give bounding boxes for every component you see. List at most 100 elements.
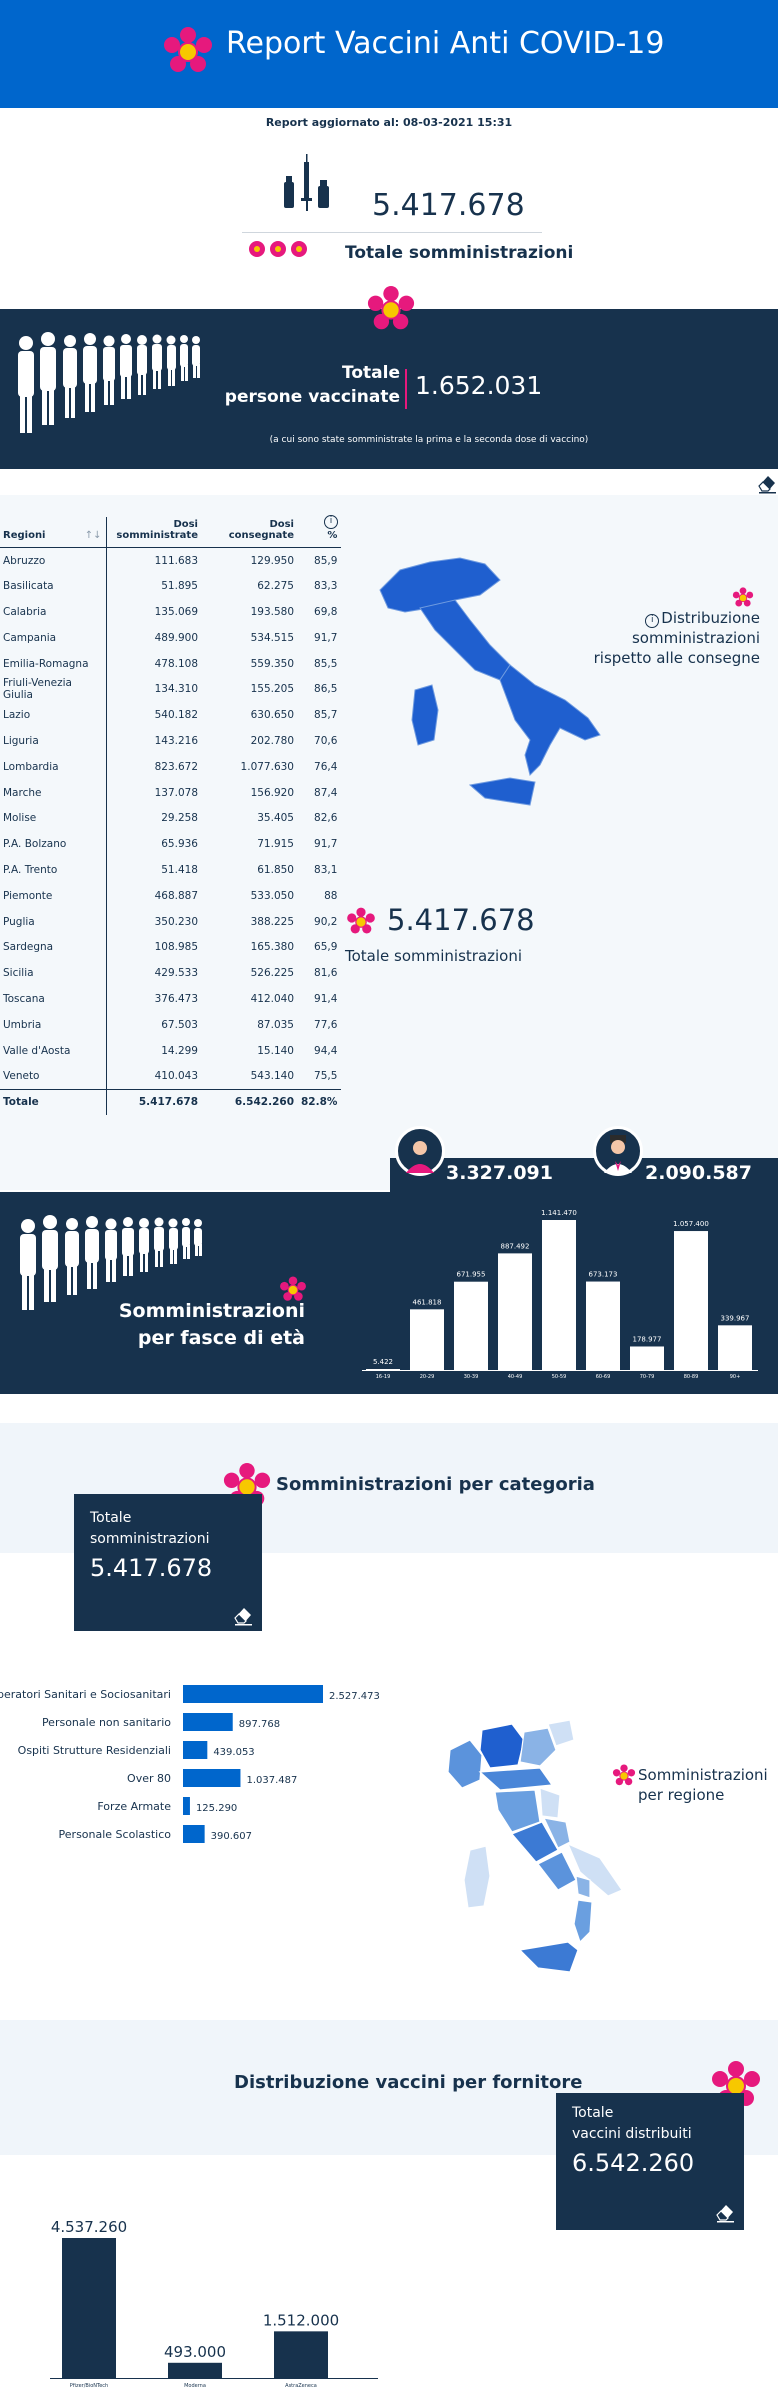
age-section-label-line1: Somministrazioni [118,1300,305,1322]
map-region-north[interactable] [379,557,501,613]
age-bar-value-label: 671.955 [457,1271,486,1279]
map-region-puglia[interactable] [566,1842,623,1897]
map-region-sardegna[interactable] [463,1845,491,1909]
table-row[interactable]: Liguria 143.216 202.780 70,6 [0,728,341,754]
map-region-sicilia[interactable] [518,1941,579,1973]
table-cell-administered: 350.230 [154,915,198,928]
supplier-title: Distribuzione vaccini per fornitore [234,2072,583,2093]
eraser-icon[interactable] [756,472,778,494]
map-region-center[interactable] [419,599,511,681]
map-region-marche[interactable] [539,1787,561,1819]
table-row[interactable]: Veneto 410.043 543.140 75,5 [0,1063,341,1090]
table-cell-administered: 376.473 [154,992,198,1005]
category-bar[interactable] [183,1769,241,1787]
age-bar[interactable] [366,1369,400,1370]
supplier-total-value: 6.542.260 [572,2149,695,2177]
map-region-lombardia[interactable] [479,1723,525,1769]
column-header-administered[interactable]: Dosi somministrate [106,517,202,548]
distribution-map-label-line2: rispetto alle consegne [593,649,760,667]
sort-icon[interactable]: ↑↓ [84,530,102,541]
age-bar[interactable] [718,1325,752,1370]
map-region-toscana[interactable] [494,1789,541,1833]
table-row[interactable]: Marche 137.078 156.920 87,4 [0,779,341,806]
age-bar[interactable] [586,1281,620,1370]
table-row[interactable]: Sicilia 429.533 526.225 81,6 [0,960,341,987]
table-row[interactable]: P.A. Bolzano 65.936 71.915 91,7 [0,831,341,858]
table-row[interactable]: Emilia-Romagna 478.108 559.350 85,5 [0,650,341,677]
supplier-bar[interactable] [62,2238,116,2378]
table-cell-delivered: 533.050 [250,889,294,902]
age-bar[interactable] [542,1220,576,1370]
update-timestamp: Report aggiornato al: 08-03-2021 15:31 [265,116,513,129]
info-icon[interactable]: i [324,515,338,529]
age-bar[interactable] [410,1309,444,1370]
map-region-sicily[interactable] [468,777,536,806]
map-region-lazio[interactable] [510,1821,559,1863]
info-icon[interactable]: i [645,614,660,628]
supplier-tick-label: Moderna [184,2383,206,2389]
table-row[interactable]: Calabria 135.069 193.580 69,8 [0,599,341,625]
map-region-calabria[interactable] [573,1899,593,1944]
category-bar[interactable] [183,1825,205,1843]
table-cell-name: Molise [0,805,107,832]
category-value-label: 2.527.473 [329,1691,380,1702]
table-cell-name: Lazio [0,702,107,729]
table-row[interactable]: Puglia 350.230 388.225 90,2 [0,908,341,935]
category-bar[interactable] [183,1685,323,1703]
age-bar[interactable] [498,1253,532,1370]
column-header-region[interactable]: Regioni ↑↓ [0,517,107,548]
supplier-bar[interactable] [168,2362,222,2378]
italy-map-distribution[interactable] [360,550,630,840]
eraser-icon[interactable] [714,2201,736,2223]
age-tick-label: 60-69 [596,1374,611,1380]
table-row[interactable]: Friuli-Venezia Giulia 134.310 155.205 86,5 [0,676,341,703]
table-cell-pct: 91,7 [314,631,338,644]
age-bar[interactable] [454,1281,488,1370]
table-row[interactable]: Toscana 376.473 412.040 91,4 [0,986,341,1012]
table-cell-pct: 70,6 [314,734,338,747]
table-cell-delivered: 61.850 [257,863,294,876]
table-cell-administered: 823.672 [154,760,198,773]
table-row[interactable]: P.A. Trento 51.418 61.850 83,1 [0,857,341,883]
age-bar[interactable] [630,1346,664,1370]
table-row[interactable]: Abruzzo 111.683 129.950 85,9 [0,547,341,574]
category-bar[interactable] [183,1741,208,1759]
table-row[interactable]: Piemonte 468.887 533.050 88 [0,882,341,909]
category-bar-chart: Operatori Sanitari e Sociosanitari 2.527.… [0,1685,380,1843]
header-bar: Report Vaccini Anti COVID-19 [0,0,778,108]
distribution-map-label: i Distribuzione somministrazioni rispetto… [546,608,760,668]
category-bar[interactable] [183,1797,190,1815]
table-row[interactable]: Valle d'Aosta 14.299 15.140 94,4 [0,1037,341,1064]
map-region-south[interactable] [499,664,601,776]
table-row[interactable]: Molise 29.258 35.405 82,6 [0,805,341,832]
map-region-basilicata[interactable] [575,1875,591,1899]
age-bar[interactable] [674,1231,708,1370]
table-row[interactable]: Lombardia 823.672 1.077.630 76,4 [0,753,341,780]
map-region-veneto[interactable] [519,1727,557,1767]
map-region-abruzzo[interactable] [542,1817,571,1849]
crowd-icon [12,323,207,452]
category-value-label: 1.037.487 [246,1775,297,1786]
map-region-piemonte[interactable] [447,1739,483,1789]
vaccinated-panel: Totale persone vaccinate 1.652.031 (a cu… [0,285,778,469]
supplier-bar[interactable] [274,2331,328,2378]
table-row[interactable]: Sardegna 108.985 165.380 65,9 [0,934,341,961]
table-cell-name: Lombardia [0,753,107,780]
category-bar[interactable] [183,1713,233,1731]
table-row[interactable]: Lazio 540.182 630.650 85,7 [0,702,341,729]
category-label: Personale non sanitario [42,1716,171,1729]
table-cell-pct: 86,5 [314,683,338,696]
table-row[interactable]: Umbria 67.503 87.035 77,6 [0,1011,341,1038]
table-cell-pct: 85,9 [314,554,338,567]
vaccinated-label-line2: persone vaccinate [224,387,400,407]
table-cell-pct: 82,6 [314,812,338,825]
italy-map-regions[interactable] [440,1710,630,1980]
column-header-delivered[interactable]: Dosi consegnate [202,517,298,548]
table-row[interactable]: Basilicata 51.895 62.275 83,3 [0,573,341,600]
map-region-friuli[interactable] [547,1719,575,1747]
table-cell-administered: 135.069 [154,605,198,618]
map-region-emilia[interactable] [478,1767,554,1791]
table-row[interactable]: Campania 489.900 534.515 91,7 [0,624,341,651]
map-region-sardinia[interactable] [411,684,439,746]
eraser-icon[interactable] [232,1604,254,1626]
